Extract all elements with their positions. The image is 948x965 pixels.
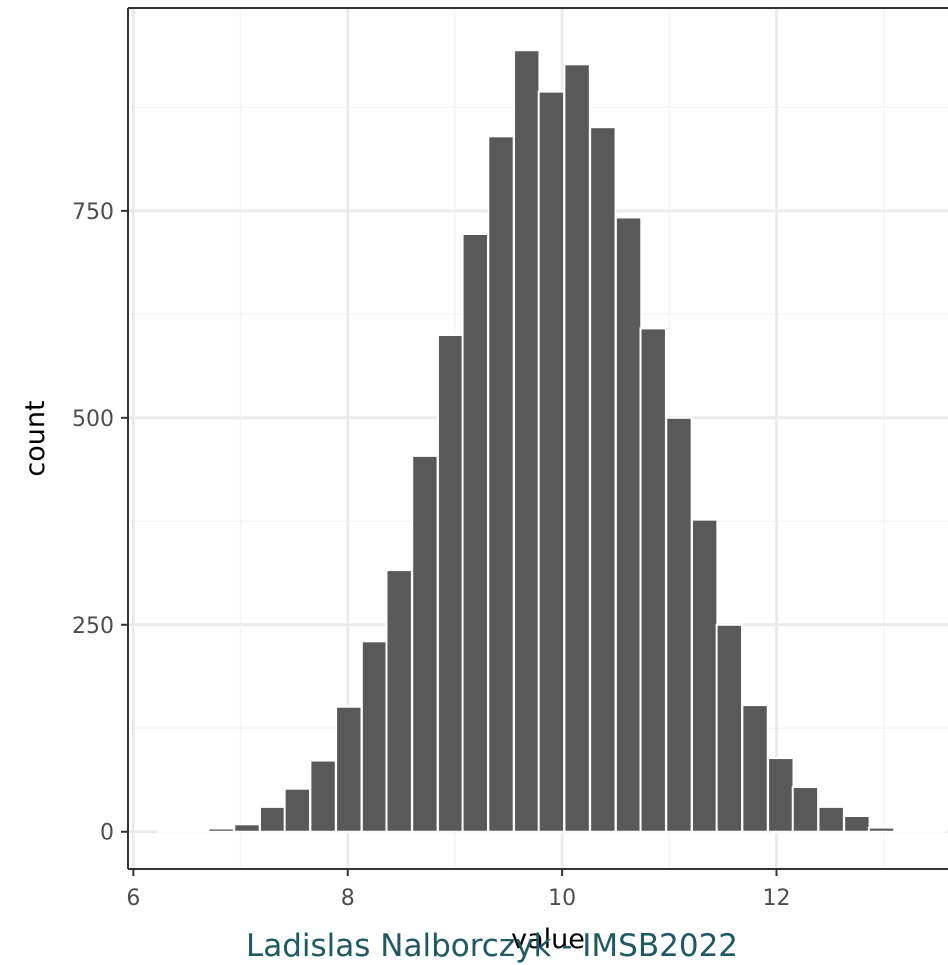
histogram-bar [283, 787, 312, 833]
x-tick-label: 12 [762, 886, 790, 911]
histogram-bar [360, 640, 389, 833]
histogram-bar [715, 623, 744, 833]
y-tick-label: 250 [72, 614, 114, 639]
histogram-bar [537, 90, 566, 833]
histogram-bar [665, 416, 693, 833]
x-axis-ticks: 6 8 10 12 [126, 869, 790, 911]
histogram-bar [791, 786, 820, 833]
histogram-bar [207, 827, 235, 833]
histogram-bar [817, 805, 845, 833]
histogram-bar [767, 757, 795, 833]
histogram-bar [513, 49, 541, 833]
histogram-bar [919, 829, 947, 833]
histogram-bar [867, 826, 896, 833]
y-tick-label: 0 [100, 821, 114, 846]
histogram-bar [385, 569, 413, 833]
histogram-bar [182, 829, 211, 833]
histogram-bar [563, 63, 591, 833]
histogram-bar [589, 126, 617, 833]
histogram-bar [614, 216, 643, 833]
axes [127, 7, 948, 870]
x-tick-label: 8 [341, 886, 355, 911]
y-tick-label: 750 [72, 200, 114, 225]
y-axis-ticks: 0 250 500 750 [72, 200, 128, 846]
histogram-bar [233, 823, 261, 833]
histogram-bar [893, 829, 921, 833]
histogram-bars [157, 49, 947, 833]
histogram-bar [639, 327, 667, 833]
y-axis-title: count [20, 400, 51, 476]
histogram-bar [157, 829, 185, 833]
caption: Ladislas Nalborczyk - IMSB2022 [246, 928, 738, 964]
histogram-bar [259, 805, 287, 833]
x-tick-label: 10 [548, 886, 576, 911]
histogram-bar [690, 518, 719, 833]
histogram-bar [436, 334, 465, 833]
x-axis-title: value [511, 924, 585, 955]
histogram-bar [461, 233, 489, 833]
histogram-bar [335, 705, 363, 833]
x-tick-label: 6 [126, 886, 140, 911]
histogram-bar [843, 815, 871, 833]
y-tick-label: 500 [72, 407, 114, 432]
histogram-bar [741, 704, 769, 833]
histogram-bar [411, 454, 439, 833]
histogram-bar [309, 759, 337, 833]
histogram-bar [487, 135, 515, 833]
